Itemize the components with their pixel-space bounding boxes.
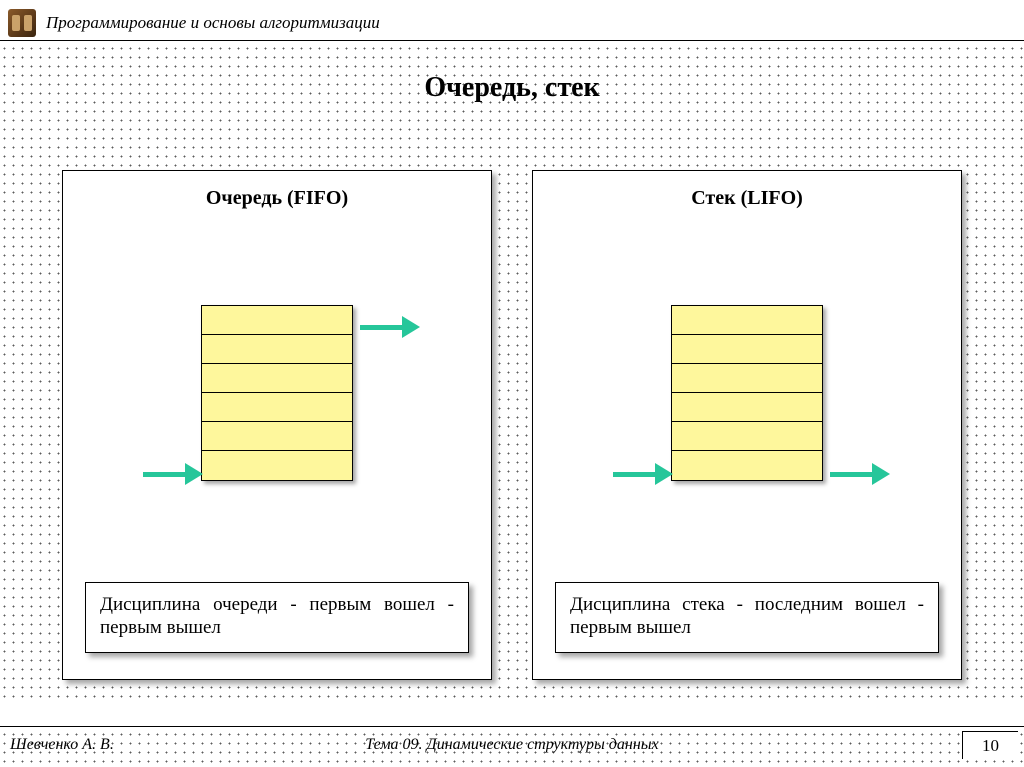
course-logo-icon xyxy=(8,9,36,37)
stack-cell xyxy=(672,393,822,422)
stack-cell xyxy=(672,306,822,335)
arrow-queue-1 xyxy=(143,463,203,485)
footer-author: Шевченко А. В. xyxy=(10,736,114,754)
panel-title-stack: Стек (LIFO) xyxy=(533,171,961,210)
stack-cell xyxy=(672,364,822,393)
stack-cell xyxy=(672,335,822,364)
slide-title: Очередь, стек xyxy=(0,72,1024,104)
caption-stack: Дисциплина стека - последним вошел - пер… xyxy=(555,582,939,654)
stack-cell xyxy=(202,422,352,451)
header: Программирование и основы алгоритмизации xyxy=(0,8,1024,38)
stack-cell xyxy=(202,364,352,393)
panel-title-queue: Очередь (FIFO) xyxy=(63,171,491,210)
stack-cell xyxy=(672,451,822,480)
cell-stack-stack xyxy=(671,305,823,481)
panel-queue: Очередь (FIFO) Дисциплина очереди - первы… xyxy=(62,170,492,680)
stack-cell xyxy=(672,422,822,451)
arrow-stack-0 xyxy=(613,463,673,485)
arrow-queue-0 xyxy=(360,316,420,338)
stack-cell xyxy=(202,335,352,364)
stack-cell xyxy=(202,393,352,422)
footer-topic: Тема 09. Динамические структуры данных xyxy=(365,736,658,754)
caption-queue: Дисциплина очереди - первым вошел - перв… xyxy=(85,582,469,654)
panel-stack: Стек (LIFO) Дисциплина стека - последним … xyxy=(532,170,962,680)
stack-cell xyxy=(202,451,352,480)
header-rule xyxy=(0,40,1024,41)
footer: Шевченко А. В. Тема 09. Динамические стр… xyxy=(0,731,1024,759)
arrow-stack-1 xyxy=(830,463,890,485)
cell-stack-queue xyxy=(201,305,353,481)
course-title: Программирование и основы алгоритмизации xyxy=(46,13,380,33)
footer-rule xyxy=(0,726,1024,727)
stack-cell xyxy=(202,306,352,335)
footer-page-number: 10 xyxy=(962,731,1018,759)
